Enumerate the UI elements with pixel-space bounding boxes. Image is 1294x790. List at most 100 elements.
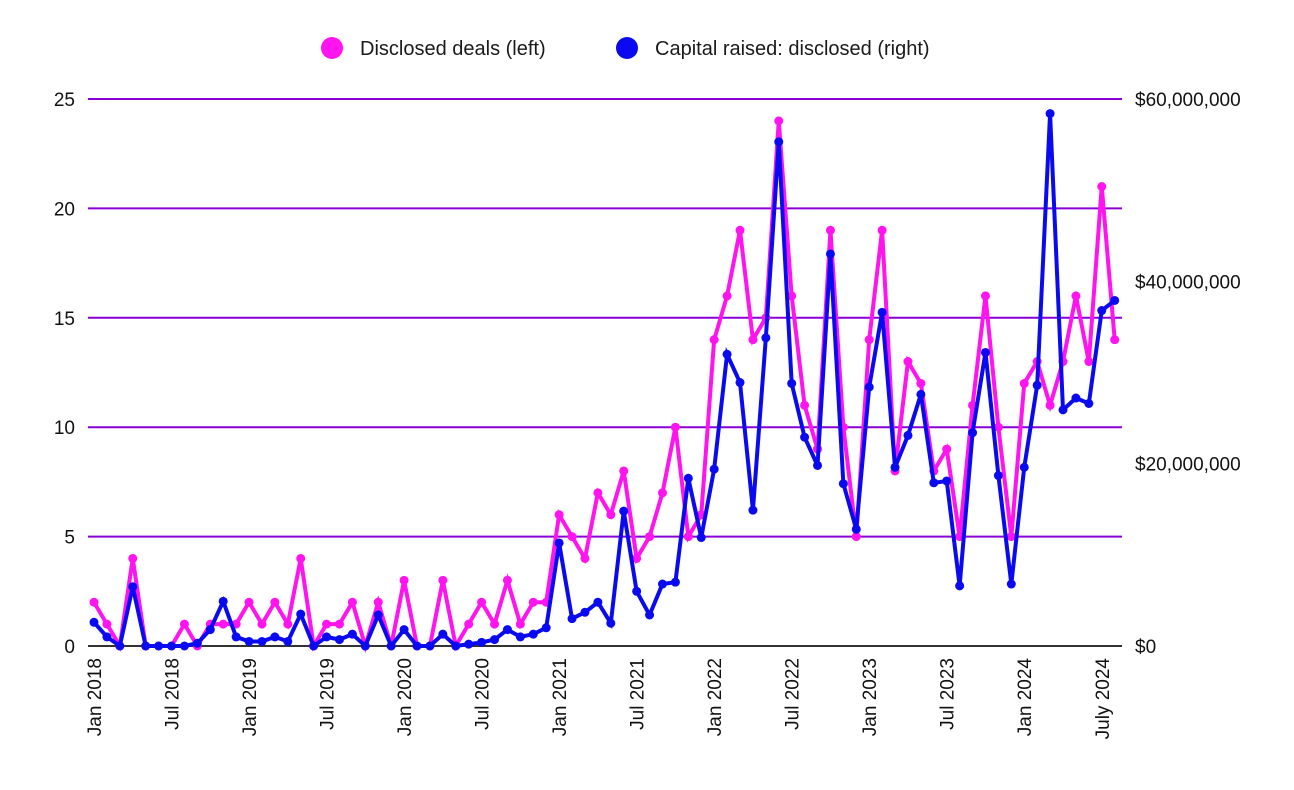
capital-point[interactable] [231,632,241,642]
deals-point[interactable] [270,597,280,607]
deals-point[interactable] [851,532,861,542]
deals-point[interactable] [580,553,590,563]
capital-point[interactable] [89,617,99,627]
capital-point[interactable] [890,462,900,472]
capital-point[interactable] [787,378,797,388]
capital-point[interactable] [309,641,319,651]
deals-point[interactable] [334,619,344,629]
capital-point[interactable] [709,464,719,474]
capital-point[interactable] [1097,306,1107,316]
deals-point[interactable] [1006,532,1016,542]
deals-point[interactable] [218,619,228,629]
deals-point[interactable] [864,335,874,345]
capital-point[interactable] [270,632,280,642]
deals-point[interactable] [657,488,667,498]
capital-point[interactable] [154,641,164,651]
capital-point[interactable] [955,581,965,591]
capital-point[interactable] [386,641,396,651]
deals-point[interactable] [619,466,629,476]
capital-point[interactable] [218,596,228,606]
capital-point[interactable] [102,632,112,642]
capital-point[interactable] [554,538,564,548]
capital-point[interactable] [929,478,939,488]
capital-point[interactable] [606,618,616,628]
capital-point[interactable] [942,476,952,486]
capital-point[interactable] [1032,380,1042,390]
capital-point[interactable] [1084,398,1094,408]
capital-point[interactable] [257,636,267,646]
deals-point[interactable] [515,619,525,629]
capital-point[interactable] [115,641,125,651]
capital-point[interactable] [619,506,629,516]
capital-point[interactable] [567,614,577,624]
deals-point[interactable] [438,575,448,585]
capital-point[interactable] [748,505,758,515]
deals-point[interactable] [296,553,306,563]
capital-point[interactable] [645,610,655,620]
capital-point[interactable] [283,636,293,646]
capital-point[interactable] [464,639,474,649]
deals-point[interactable] [593,488,603,498]
deals-point[interactable] [528,597,538,607]
capital-point[interactable] [1110,295,1120,305]
deals-point[interactable] [709,335,719,345]
capital-point[interactable] [800,432,810,442]
capital-point[interactable] [360,641,370,651]
deals-point[interactable] [102,619,112,629]
capital-point[interactable] [451,641,461,651]
deals-point[interactable] [825,225,835,235]
capital-point[interactable] [864,382,874,392]
capital-point[interactable] [993,471,1003,481]
capital-point[interactable] [813,460,823,470]
capital-point[interactable] [580,607,590,617]
deals-point[interactable] [645,532,655,542]
deals-point[interactable] [257,619,267,629]
deals-point[interactable] [477,597,487,607]
capital-point[interactable] [838,479,848,489]
deals-point[interactable] [800,400,810,410]
capital-point[interactable] [916,389,926,399]
deals-point[interactable] [787,291,797,301]
deals-point[interactable] [632,553,642,563]
deals-point[interactable] [1110,335,1120,345]
capital-point[interactable] [334,635,344,645]
deals-point[interactable] [1097,182,1107,192]
capital-point[interactable] [412,641,422,651]
deals-point[interactable] [903,357,913,367]
deals-point[interactable] [748,335,758,345]
capital-point[interactable] [167,641,177,651]
deals-point[interactable] [283,619,293,629]
capital-point[interactable] [1058,405,1068,415]
deals-point[interactable] [916,378,926,388]
deals-point[interactable] [399,575,409,585]
capital-point[interactable] [825,249,835,259]
deals-point[interactable] [774,116,784,126]
capital-point[interactable] [761,333,771,343]
deals-point[interactable] [373,597,383,607]
capital-point[interactable] [1006,579,1016,589]
deals-point[interactable] [1084,357,1094,367]
capital-point[interactable] [477,637,487,647]
capital-point[interactable] [490,635,500,645]
capital-point[interactable] [980,347,990,357]
capital-point[interactable] [128,582,138,592]
deals-point[interactable] [980,291,990,301]
capital-point[interactable] [683,473,693,483]
deals-point[interactable] [942,444,952,454]
capital-point[interactable] [399,625,409,635]
capital-point[interactable] [373,610,383,620]
legend-item-capital[interactable]: Capital raised: disclosed (right) [616,37,930,60]
capital-point[interactable] [347,629,357,639]
capital-point[interactable] [696,533,706,543]
capital-point[interactable] [425,641,435,651]
deals-point[interactable] [244,597,254,607]
capital-point[interactable] [296,609,306,619]
deals-point[interactable] [606,510,616,520]
capital-point[interactable] [528,629,538,639]
capital-point[interactable] [657,579,667,589]
deals-point[interactable] [993,422,1003,432]
deals-point[interactable] [89,597,99,607]
deals-point[interactable] [464,619,474,629]
capital-point[interactable] [322,632,332,642]
capital-point[interactable] [735,378,745,388]
